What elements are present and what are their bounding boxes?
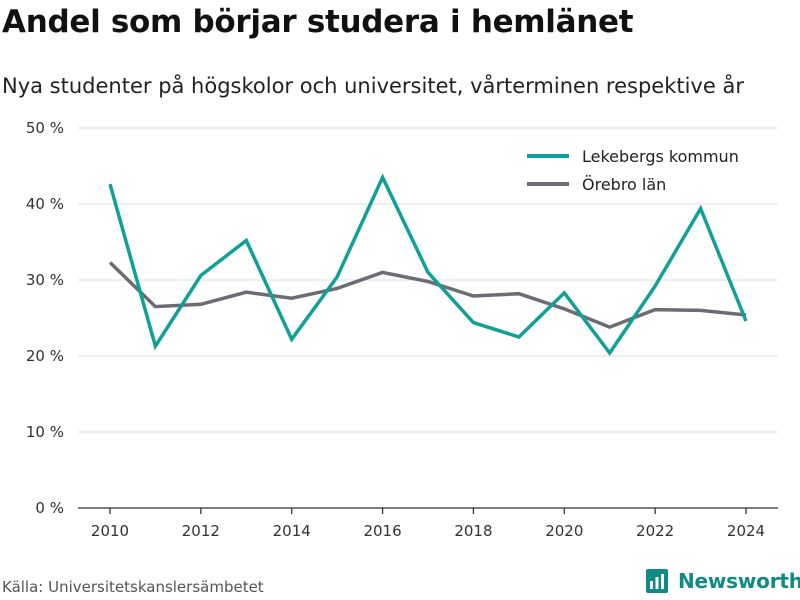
brand-name: Newsworthy bbox=[678, 569, 800, 593]
y-tick-label: 10 % bbox=[26, 423, 64, 441]
legend-item-orebro-lan: Örebro län bbox=[527, 175, 666, 194]
chart-subtitle: Nya studenter på högskolor och universit… bbox=[2, 74, 744, 98]
source-note: Källa: Universitetskanslersämbetet bbox=[2, 578, 264, 596]
x-tick-label: 2012 bbox=[182, 522, 220, 540]
y-axis-ticks: 0 % 10 % 20 % 30 % 40 % 50 % bbox=[26, 119, 64, 517]
x-tick-label: 2010 bbox=[91, 522, 129, 540]
series-line-lekebergs-kommun bbox=[108, 173, 748, 357]
y-tick-label: 30 % bbox=[26, 271, 64, 289]
x-tick-label: 2020 bbox=[545, 522, 583, 540]
x-axis: 2010 2012 2014 2016 2018 2020 2022 2024 bbox=[78, 507, 778, 540]
legend: Lekebergs kommun Örebro län bbox=[527, 147, 739, 194]
newsworthy-logo-icon bbox=[646, 569, 668, 593]
chart-title: Andel som börjar studera i hemlänet bbox=[2, 4, 634, 40]
y-tick-label: 0 % bbox=[35, 499, 64, 517]
x-tick-label: 2022 bbox=[636, 522, 674, 540]
x-tick-label: 2014 bbox=[273, 522, 311, 540]
y-tick-label: 20 % bbox=[26, 347, 64, 365]
legend-item-lekebergs-kommun: Lekebergs kommun bbox=[527, 147, 739, 166]
y-tick-label: 40 % bbox=[26, 195, 64, 213]
legend-label: Örebro län bbox=[582, 175, 666, 194]
x-tick-label: 2016 bbox=[363, 522, 401, 540]
x-tick-label: 2024 bbox=[727, 522, 765, 540]
legend-label: Lekebergs kommun bbox=[582, 147, 739, 166]
x-tick-label: 2018 bbox=[454, 522, 492, 540]
y-tick-label: 50 % bbox=[26, 119, 64, 137]
brand-logo: Newsworthy bbox=[646, 569, 800, 593]
series-line-orebro-lan bbox=[108, 261, 747, 329]
series-lines bbox=[108, 173, 748, 357]
